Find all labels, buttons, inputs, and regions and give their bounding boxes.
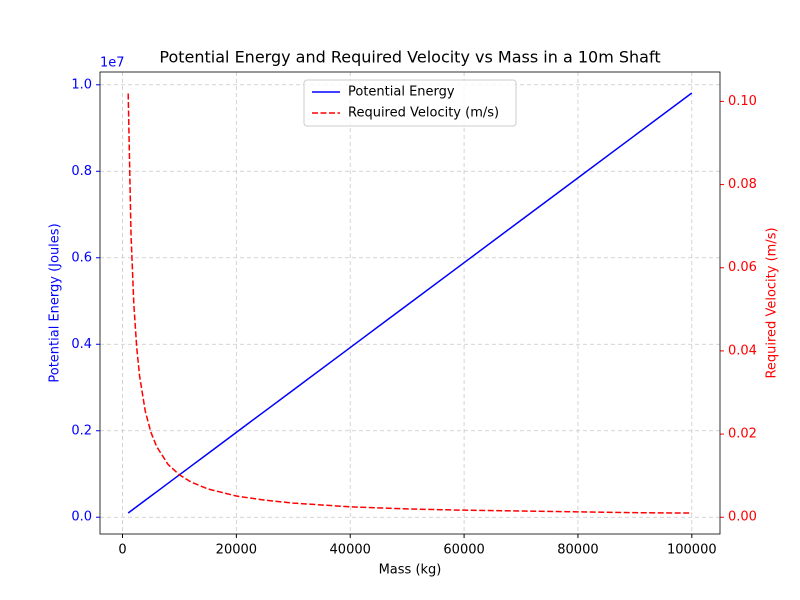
y-tick-label: 0.6 — [71, 250, 92, 265]
y-tick-label: 0.4 — [71, 337, 92, 352]
x-tick-label: 40000 — [330, 543, 371, 558]
y-tick-label: 0.0 — [71, 510, 92, 525]
y2-tick-label: 0.06 — [728, 260, 757, 275]
y-tick-label: 0.2 — [71, 423, 92, 438]
plot-frame — [99, 71, 721, 535]
y-offset-label: 1e7 — [100, 56, 125, 71]
chart-title: Potential Energy and Required Velocity v… — [159, 48, 660, 67]
y2-tick-label: 0.04 — [728, 343, 757, 358]
y2-tick-label: 0.02 — [728, 427, 757, 442]
legend: Potential Energy Required Velocity (m/s) — [303, 79, 517, 127]
legend-label: Potential Energy — [348, 85, 455, 100]
y2-tick-label: 0.00 — [728, 510, 757, 525]
series-line — [127, 93, 692, 514]
x-tick-label: 60000 — [443, 543, 484, 558]
legend-label: Required Velocity (m/s) — [348, 106, 499, 121]
x-tick-label: 20000 — [216, 543, 257, 558]
series-line — [127, 92, 693, 514]
y2-tick-label: 0.10 — [728, 94, 757, 109]
x-axis-label: Mass (kg) — [379, 563, 442, 578]
y2-tick-label: 0.08 — [728, 177, 757, 192]
x-tick-label: 0 — [118, 543, 126, 558]
y-axis-label: Potential Energy (Joules) — [48, 223, 63, 382]
x-tick-label: 100000 — [667, 543, 717, 558]
y-tick-label: 0.8 — [71, 164, 92, 179]
x-tick-label: 80000 — [557, 543, 598, 558]
y-tick-label: 1.0 — [71, 77, 92, 92]
y2-axis-label: Required Velocity (m/s) — [765, 227, 780, 378]
legend-box — [303, 79, 517, 127]
